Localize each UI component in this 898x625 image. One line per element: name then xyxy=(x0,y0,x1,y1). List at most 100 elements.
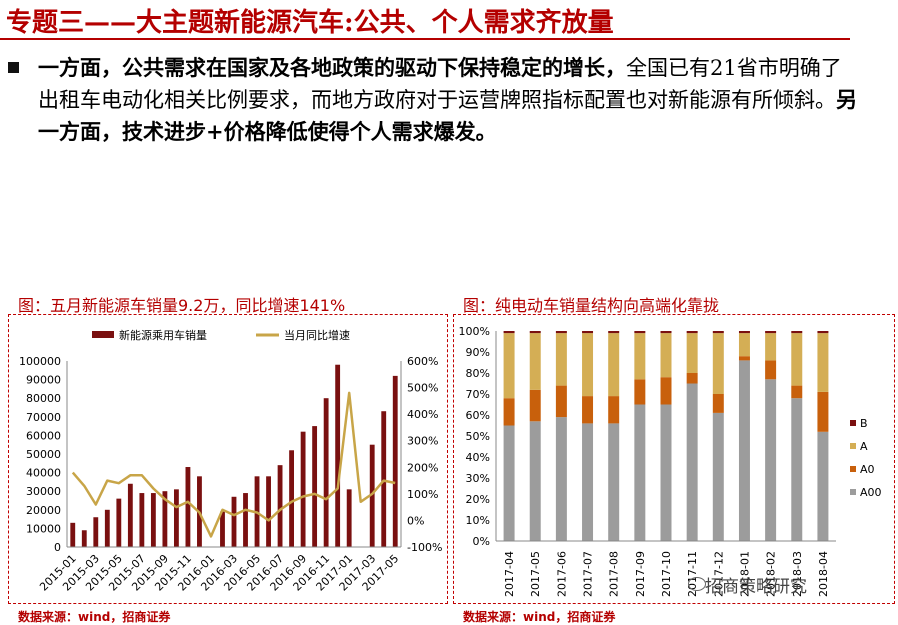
stack-segment-a xyxy=(634,333,646,380)
stack-segment-a xyxy=(503,333,515,399)
stack-segment-a0 xyxy=(555,385,567,418)
x-tick-label: 2018-03 xyxy=(791,551,804,597)
y-right-tick-label: 600% xyxy=(407,355,438,368)
stack-segment-b xyxy=(529,331,541,334)
legend-swatch-a00 xyxy=(850,489,856,495)
y-tick-label: 40% xyxy=(466,451,490,464)
stack-segment-a00 xyxy=(712,412,724,541)
x-tick-label: 2017-08 xyxy=(608,551,621,597)
stack-segment-a xyxy=(738,333,750,357)
stack-segment-a00 xyxy=(738,360,750,541)
stack-segment-b xyxy=(660,331,672,334)
y-tick-label: 20% xyxy=(466,493,490,506)
left-figure-caption: 图：五月新能源车销量9.2万，同比增速141% xyxy=(18,296,346,315)
y-left-tick-label: 0 xyxy=(54,541,61,554)
stack-segment-b xyxy=(817,331,829,334)
y-right-tick-label: 500% xyxy=(407,382,438,395)
stack-segment-a xyxy=(686,333,698,373)
y-right-tick-label: -100% xyxy=(407,541,442,554)
stack-segment-a xyxy=(660,333,672,378)
y-right-tick-label: 200% xyxy=(407,461,438,474)
stack-segment-a00 xyxy=(765,379,777,541)
stack-segment-a xyxy=(765,333,777,361)
stack-segment-a0 xyxy=(503,398,515,426)
legend-label-a: A xyxy=(860,440,868,453)
sales-bar xyxy=(300,431,306,547)
sales-bar xyxy=(104,509,110,547)
stack-segment-a xyxy=(712,333,724,394)
stack-segment-a0 xyxy=(738,356,750,361)
y-left-tick-label: 100000 xyxy=(19,355,61,368)
y-right-tick-label: 400% xyxy=(407,408,438,421)
yoy-growth-line xyxy=(71,391,396,538)
stack-segment-a0 xyxy=(529,389,541,422)
y-right-tick-label: 100% xyxy=(407,488,438,501)
sales-bar xyxy=(266,476,271,547)
y-left-tick-label: 70000 xyxy=(26,411,61,424)
sales-bar xyxy=(139,493,145,547)
x-tick-label: 2017-07 xyxy=(582,551,595,597)
stack-segment-a00 xyxy=(529,421,541,541)
stack-segment-b xyxy=(765,331,777,334)
sales-bar xyxy=(369,444,375,547)
x-tick-label: 2017-06 xyxy=(555,551,568,597)
x-tick-label: 2018-02 xyxy=(765,551,778,597)
stack-segment-b xyxy=(712,331,724,334)
right-figure-caption: 图：纯电动车销量结构向高端化靠拢 xyxy=(463,296,720,315)
y-tick-label: 100% xyxy=(459,325,490,338)
y-left-tick-label: 20000 xyxy=(26,504,61,517)
sales-bar xyxy=(127,483,133,547)
y-left-tick-label: 90000 xyxy=(26,374,61,387)
legend-label-yoy: 当月同比增速 xyxy=(284,328,350,342)
y-tick-label: 50% xyxy=(466,430,490,443)
y-right-tick-label: 0% xyxy=(407,514,424,527)
y-tick-label: 10% xyxy=(466,514,490,527)
square-bullet-icon xyxy=(8,62,19,73)
sales-bar xyxy=(162,491,168,547)
x-tick-label: 2017-05 xyxy=(529,551,542,597)
watermark-text: 招商策略研究 xyxy=(705,577,807,597)
stack-segment-a0 xyxy=(765,360,777,380)
legend-swatch-sales xyxy=(92,331,114,338)
stack-segment-b xyxy=(738,331,750,334)
legend-label-sales: 新能源乘用车销量 xyxy=(119,328,207,342)
sales-bar xyxy=(173,489,179,547)
stack-segment-a00 xyxy=(608,423,620,541)
stack-segment-a00 xyxy=(817,431,829,541)
stack-segment-a00 xyxy=(660,404,672,541)
x-tick-label: 2017-12 xyxy=(712,551,725,597)
stack-segment-a0 xyxy=(608,396,620,424)
stack-segment-a xyxy=(608,333,620,397)
legend-label-b: B xyxy=(860,417,868,430)
sales-bar xyxy=(335,364,341,547)
stack-segment-a0 xyxy=(686,373,698,384)
paragraph-part2: 全国已有21省市明确了出租车电动化相关比例要求，而地方政府对于运营牌照指标配置也… xyxy=(38,56,842,112)
stack-segment-b xyxy=(634,331,646,334)
y-tick-label: 70% xyxy=(466,388,490,401)
title-rule xyxy=(0,38,850,40)
sales-bar xyxy=(220,511,225,547)
stack-segment-a00 xyxy=(791,398,803,541)
sales-bar xyxy=(231,496,237,547)
sales-bar xyxy=(243,493,248,547)
legend-label-a0: A0 xyxy=(860,463,875,476)
bev-structure-stacked-chart: 0% 10% 20% 30% 40% 50% 60% 70% 80% 90% 100% 2017-04… xyxy=(459,325,882,597)
y-left-tick-label: 30000 xyxy=(26,485,61,498)
stack-segment-a xyxy=(791,333,803,386)
sales-bar xyxy=(70,522,76,547)
stack-segment-b xyxy=(503,331,515,334)
right-chart-panel: 0% 10% 20% 30% 40% 50% 60% 70% 80% 90% 100% 2017-04… xyxy=(453,314,895,604)
x-tick-label: 2018-01 xyxy=(738,551,751,597)
page-title: 专题三——大主题新能源汽车:公共、个人需求齐放量 xyxy=(6,8,614,38)
x-tick-label: 2017-10 xyxy=(660,551,673,597)
sales-bar xyxy=(346,489,352,547)
left-source-note: 数据来源：wind，招商证券 xyxy=(18,610,171,624)
y-left-tick-label: 80000 xyxy=(26,392,61,405)
stack-segment-a xyxy=(817,333,829,392)
paragraph-part3: 另一方面，技术进步+价格降低使得个人需求爆发。 xyxy=(38,87,857,144)
stack-segment-a0 xyxy=(712,394,724,413)
stack-segment-a00 xyxy=(582,423,594,541)
x-tick-label: 2017-04 xyxy=(503,551,516,597)
wechat-icon xyxy=(688,577,706,591)
legend-swatch-b xyxy=(850,420,856,426)
